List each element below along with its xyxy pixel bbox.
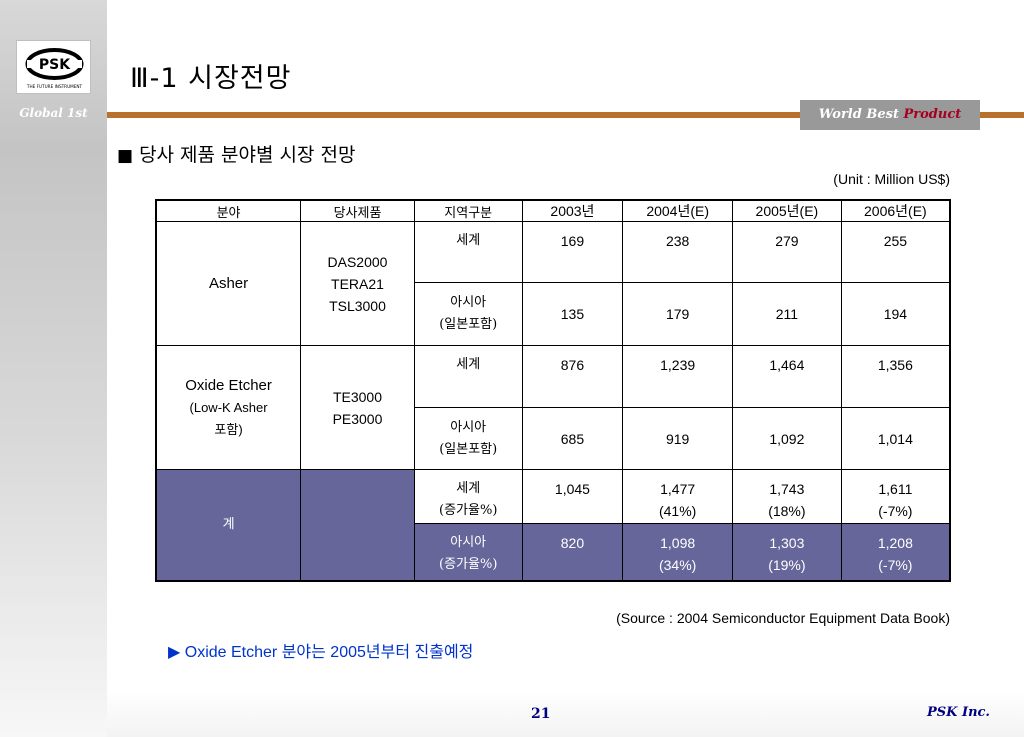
value-cell: 1,239 [622,345,734,408]
market-forecast-table: 분야 당사제품 지역구분 2003년 2004년(E) 2005년(E) 200… [155,199,951,582]
region-cell: 아시아 (증가율%) [413,523,523,581]
square-bullet-icon: ■ [117,146,134,166]
region-label: 아시아 (증가율%) [439,535,498,572]
value-cell: 194 [840,282,951,346]
products-label: DAS2000 TERA21 TSL3000 [327,253,388,314]
badge-prefix: World Best [818,107,904,122]
value-cell: 255 [840,221,951,283]
header-cell: 2006년(E) [840,199,951,222]
value-cell: 279 [732,221,842,283]
value-cell: 1,743 (18%) [732,469,842,524]
value-cell: 169 [521,221,624,283]
value-cell: 685 [521,407,624,470]
header-cell: 분야 [155,199,302,222]
bottom-gradient-band [107,690,1024,737]
psk-logo-icon: PSK THE FUTURE INSTRUMENT [25,48,84,89]
products-cell: DAS2000 TERA21 TSL3000 [300,221,415,346]
field-label: Oxide Etcher [185,376,272,394]
value-label: 820 [560,535,585,551]
header-cell: 2004년(E) [622,199,734,222]
world-best-product-badge: World Best Product [800,100,980,130]
value-cell: 1,045 [521,469,624,524]
products-cell: TE3000 PE3000 [300,345,415,470]
value-cell: 876 [521,345,624,408]
value-label: 1,477 (41%) [658,481,697,519]
region-cell: 세계 (증가율%) [413,469,523,524]
field-sublabel: (Low-K Asher 포함) [189,399,268,437]
region-cell: 세계 [413,221,523,283]
section-title: ■ 당사 제품 분야별 시장 전망 [117,140,356,167]
table-row: Oxide Etcher (Low-K Asher 포함) TE3000 PE3… [155,345,951,470]
logo-slogan: THE FUTURE INSTRUMENT [26,84,83,89]
value-cell: 1,092 [732,407,842,470]
header-rule-right [980,112,1024,118]
value-cell: 1,014 [840,407,951,470]
value-cell: 1,208 (-7%) [840,523,951,581]
highlight-note: ▶ Oxide Etcher 분야는 2005년부터 진출예정 [168,638,473,662]
region-cell: 아시아 (일본포함) [413,282,523,346]
header-rule [107,112,800,118]
company-name: PSK Inc. [927,705,990,720]
region-cell: 아시아 (일본포함) [413,407,523,470]
table-row: Asher DAS2000 TERA21 TSL3000 세계 169 238 … [155,221,951,346]
value-label: 1,303 (19%) [768,535,806,573]
value-cell: 1,611 (-7%) [840,469,951,524]
region-label: 세계 [456,233,481,248]
value-cell: 919 [622,407,734,470]
sidebar-tagline: Global 1st [19,106,88,120]
badge-accent: Product [903,107,962,122]
value-cell: 211 [732,282,842,346]
header-cell: 당사제품 [300,199,415,222]
field-cell-oxide-etcher: Oxide Etcher (Low-K Asher 포함) [155,345,302,470]
value-cell: 179 [622,282,734,346]
header-cell: 2003년 [521,199,624,222]
value-cell: 135 [521,282,624,346]
value-cell: 820 [521,523,624,581]
value-label: 1,208 (-7%) [877,535,913,573]
page-number: 21 [531,706,551,722]
triangle-arrow-icon: ▶ [168,644,181,661]
value-cell: 1,098 (34%) [622,523,734,581]
company-logo: PSK THE FUTURE INSTRUMENT [16,40,91,94]
value-label: 1,098 (34%) [658,535,697,573]
field-cell-asher: Asher [155,221,302,346]
region-label: 아시아 (일본포함) [439,419,498,457]
region-label: 세계 (증가율%) [439,481,498,518]
region-label: 세계 [456,357,481,372]
value-cell: 1,303 (19%) [732,523,842,581]
unit-note: (Unit : Million US$) [833,171,950,187]
table-row-total: 계 세계 (증가율%) 1,045 1,477 (41%) 1,743 (18%… [155,469,951,581]
header-cell: 2005년(E) [732,199,842,222]
table-header-row: 분야 당사제품 지역구분 2003년 2004년(E) 2005년(E) 200… [155,199,951,222]
value-label: 1,045 [554,481,590,497]
section-title-text: 당사 제품 분야별 시장 전망 [139,144,356,166]
total-empty-cell [300,469,415,581]
value-label: 1,743 (18%) [768,481,806,519]
page-title: Ⅲ-1 시장전망 [130,63,292,94]
products-label: TE3000 PE3000 [332,388,383,427]
total-label-cell: 계 [155,469,302,581]
table-row: 아시아 (일본포함) 685 919 1,092 1,014 [156,407,951,470]
region-label: 아시아 (일본포함) [439,295,498,332]
value-cell: 238 [622,221,734,283]
field-label: Asher [208,274,249,292]
highlight-note-text: Oxide Etcher 분야는 2005년부터 진출예정 [184,644,474,661]
value-cell: 1,356 [840,345,951,408]
logo-mark: PSK [39,57,71,73]
table-row: 아시아 (일본포함) 135 179 211 194 [156,282,951,346]
value-label: 1,611 (-7%) [878,481,913,519]
source-note: (Source : 2004 Semiconductor Equipment D… [616,610,950,626]
value-cell: 1,477 (41%) [622,469,734,524]
table-row-total: 아시아 (증가율%) 820 1,098 (34%) 1,303 (19%) 1… [156,523,951,581]
value-cell: 1,464 [732,345,842,408]
header-cell: 지역구분 [413,199,523,222]
region-cell: 세계 [413,345,523,408]
left-sidebar-band [0,0,107,737]
